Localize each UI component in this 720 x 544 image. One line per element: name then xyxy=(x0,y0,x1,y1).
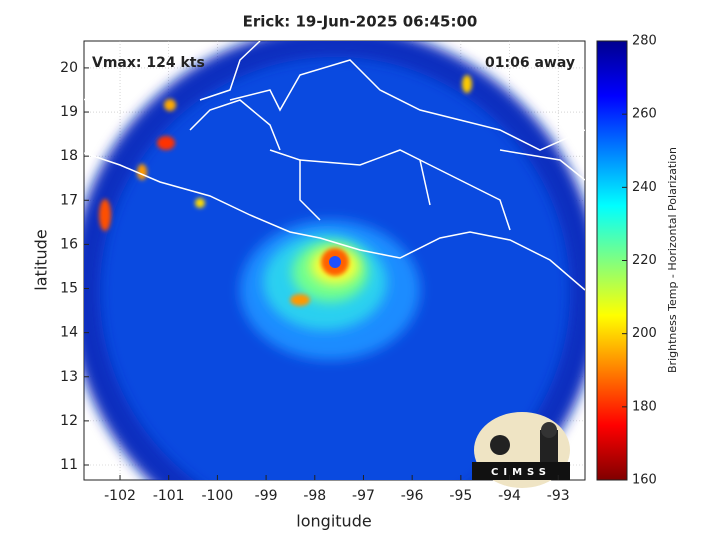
x-tick-label: -97 xyxy=(352,488,375,504)
x-tick-label: -93 xyxy=(547,488,570,504)
logo-text: CIMSS xyxy=(491,467,551,478)
colorbar-tick-label: 220 xyxy=(632,253,657,268)
colorbar-tick-label: 260 xyxy=(632,107,657,122)
x-axis-label: longitude xyxy=(296,512,371,531)
x-tick-label: -96 xyxy=(401,488,424,504)
y-tick-label: 11 xyxy=(60,457,78,473)
y-tick-label: 20 xyxy=(60,60,78,76)
x-tick-label: -99 xyxy=(255,488,278,504)
x-tick-label: -101 xyxy=(153,488,185,504)
colorbar-tick-label: 240 xyxy=(632,180,657,195)
colorbar-tick-label: 160 xyxy=(632,473,657,488)
coastlines xyxy=(84,41,585,291)
logo: CIMSS xyxy=(472,412,570,488)
annotation: 01:06 away xyxy=(485,55,575,71)
x-tick-label: -100 xyxy=(202,488,234,504)
y-tick-label: 15 xyxy=(60,281,78,297)
y-tick-label: 18 xyxy=(60,148,78,164)
colorbar-tick-label: 280 xyxy=(632,34,657,49)
annotation: Vmax: 124 kts xyxy=(92,55,205,71)
x-tick-label: -95 xyxy=(449,488,472,504)
colorbar-label: Brightness Temp - Horizontal Polarizatio… xyxy=(666,147,679,373)
colorbar-tick-label: 180 xyxy=(632,399,657,414)
x-tick-label: -98 xyxy=(303,488,326,504)
y-tick-label: 16 xyxy=(60,236,78,252)
x-tick-label: -102 xyxy=(104,488,136,504)
satellite-image xyxy=(84,41,585,480)
chart-title: Erick: 19-Jun-2025 06:45:00 xyxy=(243,13,478,31)
y-axis-label: latitude xyxy=(32,229,51,290)
y-tick-label: 13 xyxy=(60,369,78,385)
x-tick-label: -94 xyxy=(498,488,521,504)
y-tick-label: 19 xyxy=(60,104,78,120)
y-tick-label: 12 xyxy=(60,413,78,429)
y-tick-label: 14 xyxy=(60,325,78,341)
colorbar-tick-label: 200 xyxy=(632,326,657,341)
y-tick-label: 17 xyxy=(60,192,78,208)
